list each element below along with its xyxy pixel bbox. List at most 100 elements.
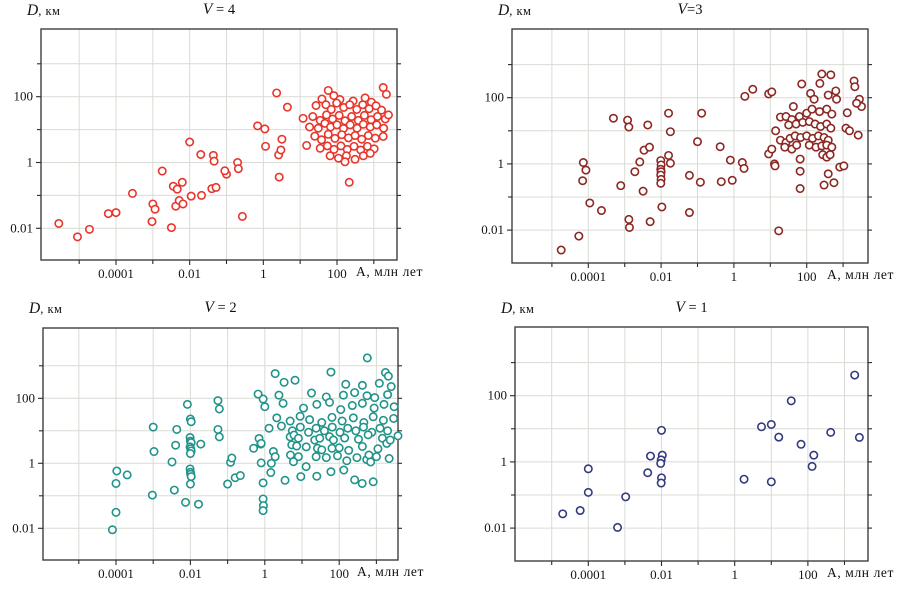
data-point: [260, 402, 270, 412]
data-point: [583, 464, 593, 474]
data-point: [370, 133, 380, 143]
data-point: [358, 422, 368, 432]
data-point: [352, 453, 362, 463]
data-point: [295, 411, 305, 421]
data-point: [786, 396, 796, 406]
data-point: [574, 231, 584, 241]
data-point: [740, 91, 750, 101]
data-point: [350, 388, 360, 398]
data-point: [343, 423, 353, 433]
data-point: [274, 172, 284, 182]
x-axis-label-v1: А, млн лет: [827, 565, 895, 580]
data-point: [850, 82, 860, 92]
data-point: [643, 468, 653, 478]
tick-label: 100: [485, 90, 505, 105]
data-point: [313, 123, 323, 133]
data-point: [583, 487, 593, 497]
data-point: [829, 178, 839, 188]
data-point: [645, 451, 655, 461]
data-point: [852, 98, 862, 108]
tick-label: 0.01: [179, 566, 202, 581]
data-point: [809, 94, 819, 104]
data-point: [181, 497, 191, 507]
data-point: [739, 163, 749, 173]
data-point: [330, 133, 340, 143]
data-point: [357, 441, 367, 451]
data-point: [774, 432, 784, 442]
data-point: [302, 140, 312, 150]
data-point: [323, 129, 333, 139]
data-point: [826, 427, 836, 437]
data-point: [853, 130, 863, 140]
plot-title-v1: V = 1: [612, 299, 772, 317]
data-point: [340, 157, 350, 167]
data-point: [715, 142, 725, 152]
data-point: [332, 98, 342, 108]
data-point: [624, 122, 634, 132]
data-point: [107, 525, 117, 535]
data-point: [214, 432, 224, 442]
data-point: [237, 211, 247, 221]
data-point: [378, 131, 388, 141]
data-point: [312, 399, 322, 409]
y-axis-unit: , км: [512, 302, 535, 316]
data-point: [111, 507, 121, 517]
data-point: [771, 126, 781, 136]
data-point: [293, 433, 303, 443]
data-point: [166, 223, 176, 233]
data-point: [379, 399, 389, 409]
data-point: [358, 100, 368, 110]
tick-label: 0.01: [481, 222, 504, 237]
data-point: [340, 433, 350, 443]
data-point: [381, 89, 391, 99]
data-point: [375, 423, 385, 433]
data-point: [322, 141, 332, 151]
data-point: [54, 218, 64, 228]
data-point: [332, 451, 342, 461]
data-point: [321, 100, 331, 110]
data-point: [624, 222, 634, 232]
data-point: [312, 471, 322, 481]
tick-label: 100: [798, 567, 818, 582]
data-point: [596, 206, 606, 216]
data-point: [757, 422, 767, 432]
data-point: [621, 492, 631, 502]
data-point: [249, 443, 259, 453]
data-point: [321, 453, 331, 463]
data-point: [795, 184, 805, 194]
data-point: [657, 425, 667, 435]
tick-label: 0.01: [650, 269, 673, 284]
data-point: [344, 445, 354, 455]
data-point: [827, 109, 837, 119]
data-point: [386, 382, 396, 392]
data-point: [196, 150, 206, 160]
data-point: [643, 120, 653, 130]
data-point: [272, 88, 282, 98]
data-point: [317, 418, 327, 428]
data-point: [842, 108, 852, 118]
data-point: [157, 166, 167, 176]
data-point: [344, 177, 354, 187]
data-point: [186, 417, 196, 427]
data-point: [359, 110, 369, 120]
data-point: [378, 415, 388, 425]
tick-label: 0.0001: [98, 566, 134, 581]
data-point: [815, 107, 825, 117]
data-point: [342, 456, 352, 466]
data-point: [369, 403, 379, 413]
data-point: [352, 104, 362, 114]
data-point: [347, 112, 357, 122]
data-point: [656, 478, 666, 488]
data-point: [305, 122, 315, 132]
y-axis-label-v1: D, км: [501, 300, 534, 317]
data-point: [209, 156, 219, 166]
data-point: [111, 208, 121, 218]
data-point: [774, 226, 784, 236]
data-point: [147, 217, 157, 227]
data-point: [372, 120, 382, 130]
data-point: [363, 430, 373, 440]
data-point: [657, 202, 667, 212]
data-point: [193, 499, 203, 509]
data-point: [72, 232, 82, 242]
data-point: [295, 422, 305, 432]
